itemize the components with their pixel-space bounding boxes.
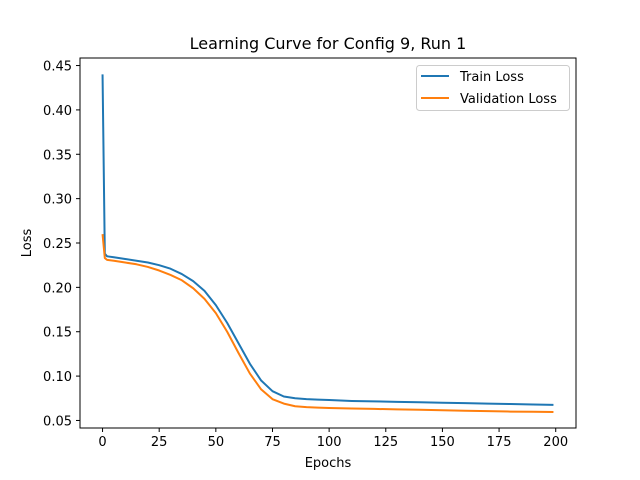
x-tick-label: 200 [543, 435, 568, 450]
x-tick-label: 50 [208, 435, 225, 450]
y-tick-label: 0.45 [43, 60, 72, 75]
x-tick-label: 25 [151, 435, 168, 450]
x-tick-label: 150 [430, 435, 455, 450]
y-tick-label: 0.25 [43, 237, 72, 252]
y-tick-label: 0.40 [43, 104, 72, 119]
plot-lines [101, 74, 554, 414]
x-axis-ticks: 0 25 50 75 100 125 150 175 200 [98, 428, 568, 450]
x-tick-label: 175 [487, 435, 512, 450]
series-line-validation [101, 234, 554, 414]
x-tick-label: 75 [264, 435, 281, 450]
y-tick-label: 0.10 [43, 370, 72, 385]
x-axis-label: Epochs [305, 456, 352, 471]
y-axis-label: Loss [20, 229, 35, 258]
x-tick-label: 0 [98, 435, 106, 450]
y-tick-label: 0.15 [43, 326, 72, 341]
series-line-train [101, 74, 554, 406]
legend-label-validation: Validation Loss [460, 92, 557, 107]
y-tick-label: 0.05 [43, 414, 72, 429]
x-tick-label: 125 [373, 435, 398, 450]
y-axis-ticks: 0.05 0.10 0.15 0.20 0.25 0.30 0.35 0.40 0.45 [43, 60, 80, 429]
legend-box [416, 65, 570, 111]
chart-title: Learning Curve for Config 9, Run 1 [190, 34, 467, 53]
legend: Train Loss Validation Loss [416, 65, 570, 111]
x-tick-label: 100 [317, 435, 342, 450]
y-tick-label: 0.35 [43, 148, 72, 163]
y-tick-label: 0.30 [43, 193, 72, 208]
legend-label-train: Train Loss [459, 70, 524, 85]
y-tick-label: 0.20 [43, 281, 72, 296]
